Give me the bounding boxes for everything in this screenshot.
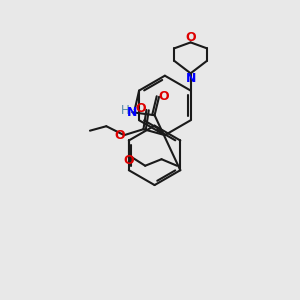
Text: O: O [124,154,134,167]
Text: O: O [185,31,196,44]
Text: H: H [121,104,129,117]
Text: O: O [159,90,170,103]
Text: O: O [114,129,125,142]
Text: O: O [136,102,146,115]
Text: N: N [185,72,196,85]
Text: N: N [127,106,137,119]
